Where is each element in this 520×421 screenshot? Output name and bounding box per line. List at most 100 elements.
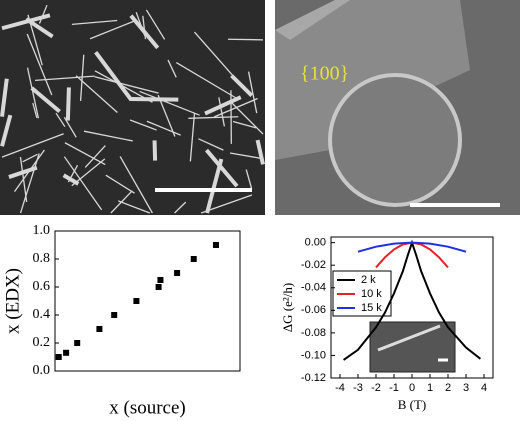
point	[111, 312, 118, 318]
nanowire	[63, 156, 103, 211]
nanowire	[0, 78, 9, 117]
facet-label: {100}	[300, 63, 349, 85]
legend-label: 2 k	[361, 274, 376, 286]
legend-label: 15 k	[361, 302, 382, 314]
point	[157, 277, 164, 283]
nanowire	[232, 120, 257, 129]
nanowire	[13, 149, 45, 193]
rod-face	[328, 73, 462, 207]
x-tick-label: 2	[445, 382, 451, 394]
nanowire	[167, 59, 177, 78]
nanowire	[0, 114, 13, 147]
y-tick-label: -0.04	[301, 282, 326, 294]
nanowire	[255, 139, 265, 165]
point	[55, 354, 62, 360]
nanowire	[213, 97, 258, 118]
nanowire	[247, 71, 258, 114]
point	[155, 284, 162, 290]
point	[96, 326, 103, 332]
point	[174, 270, 181, 276]
nanowire	[146, 120, 181, 136]
line	[357, 241, 467, 253]
x-tick-label: -1	[389, 382, 399, 394]
x-axis-label: B (T)	[398, 397, 427, 412]
nanowire	[94, 76, 159, 94]
nanowire	[139, 90, 200, 116]
nanowire	[152, 140, 158, 161]
nanowire	[188, 116, 239, 119]
nanowire	[175, 62, 237, 99]
legend-label: 10 k	[361, 288, 382, 300]
nanowire	[145, 9, 166, 40]
y-tick-label: -0.08	[301, 327, 326, 339]
x-tick-label: -3	[353, 382, 363, 394]
nanowire	[35, 75, 95, 81]
nanowire	[119, 156, 153, 214]
y-tick-label: 0.00	[305, 237, 326, 249]
x-tick-label: -2	[371, 382, 381, 394]
legend-box	[332, 270, 392, 317]
nanowire	[118, 200, 151, 214]
nanowire	[174, 201, 187, 214]
nanowire	[205, 158, 224, 214]
inset-wire	[377, 324, 441, 352]
x-tick-label: 4	[481, 382, 487, 394]
nanowire	[79, 54, 85, 102]
nanowire	[135, 11, 146, 37]
x-tick-label: -4	[335, 382, 345, 394]
nanowire	[55, 112, 66, 128]
y-tick-label: 1.0	[33, 223, 51, 238]
nanowire	[105, 174, 135, 194]
nanowire	[110, 190, 133, 214]
nanowire	[230, 74, 254, 97]
nanowire	[71, 158, 106, 187]
nanowire	[30, 86, 61, 114]
nanowire	[218, 97, 226, 127]
nanowire	[129, 119, 157, 131]
nanowire	[157, 94, 176, 137]
y-axis-label: x (EDX)	[2, 268, 23, 334]
nanowire	[65, 87, 71, 121]
rod-edge	[275, 0, 350, 40]
nanowire	[83, 130, 133, 142]
nanowire	[204, 148, 239, 188]
point	[63, 349, 70, 356]
y-tick-label: 0.4	[33, 307, 51, 322]
y-tick-label: -0.02	[301, 259, 326, 271]
nanowire	[26, 33, 53, 96]
nanowire	[19, 153, 40, 214]
nanowires	[0, 4, 265, 214]
nanowire	[204, 95, 242, 116]
nanowire	[129, 96, 179, 102]
nanowire	[22, 153, 38, 163]
nanowire	[25, 17, 54, 39]
nanowire	[198, 138, 224, 151]
nanowire	[84, 145, 106, 168]
nanowire	[94, 51, 133, 101]
y-tick-label: -0.06	[301, 304, 326, 316]
nanowire	[189, 113, 196, 162]
x-tick-label: 1	[427, 382, 433, 394]
y-tick-label: 0.2	[33, 335, 51, 350]
y-tick-label: 0.8	[33, 251, 51, 266]
sem-image	[0, 0, 265, 215]
nanowire	[227, 38, 264, 41]
point	[190, 256, 197, 262]
nanowire	[1, 133, 64, 158]
nanowire	[89, 20, 135, 40]
point	[74, 340, 81, 346]
nanowire	[142, 15, 147, 40]
nanowire	[26, 67, 40, 119]
nanowire	[94, 70, 153, 103]
y-tick-label: 0.6	[33, 279, 51, 294]
x-tick-label: 3	[463, 382, 469, 394]
nanowire	[71, 19, 118, 26]
line	[375, 241, 449, 269]
plot-frame	[54, 230, 241, 372]
nanowire	[64, 142, 106, 166]
y-tick-label: -0.10	[301, 349, 326, 361]
nanowire	[32, 102, 38, 119]
x-axis-label: x (source)	[109, 397, 186, 418]
y-tick-label: 0.0	[33, 363, 51, 378]
